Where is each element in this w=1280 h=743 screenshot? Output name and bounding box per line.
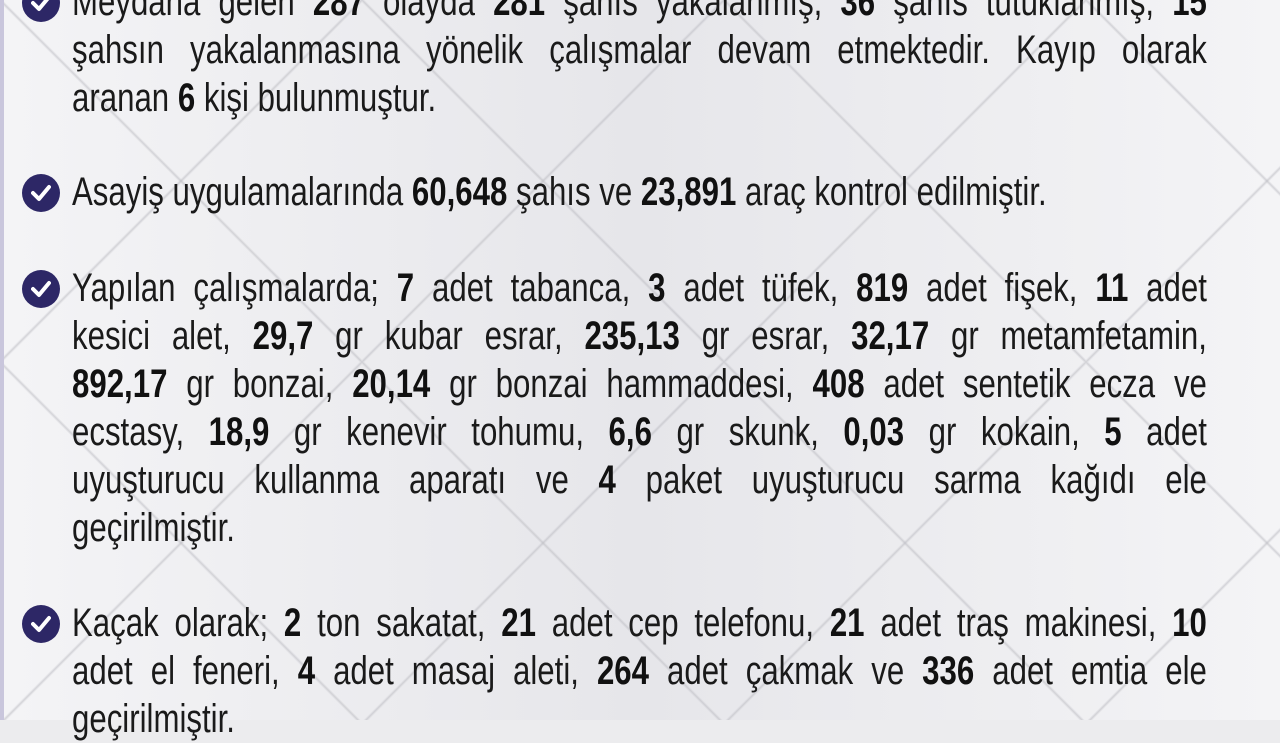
check-circle-icon [22, 174, 60, 212]
text-segment: ton sakatat, [301, 601, 502, 645]
text-segment: ecstasy, [72, 410, 209, 454]
highlighted-number: 18,9 [208, 410, 270, 454]
text-line: Yapılan çalışmalarda; 7 adet tabanca, 3 … [72, 264, 1207, 312]
highlighted-number: 60,648 [411, 170, 508, 214]
text-segment: şahıs yakalanmış, [545, 0, 841, 24]
highlighted-number: 336 [922, 649, 975, 693]
text-segment: gr kokain, [904, 410, 1105, 454]
text-segment: gr kenevir tohumu, [269, 410, 609, 454]
highlighted-number: 11 [1095, 266, 1129, 310]
text-segment: adet fişek, [908, 266, 1096, 310]
text-segment: adet tabanca, [414, 266, 649, 310]
text-segment: gr skunk, [651, 410, 844, 454]
text-segment: geçirilmiştir. [72, 697, 235, 741]
highlighted-number: 15 [1172, 0, 1207, 24]
text-segment: araç kontrol edilmiştir. [736, 170, 1047, 214]
check-circle-icon [22, 270, 60, 308]
highlighted-number: 819 [856, 266, 909, 310]
check-circle-icon [22, 605, 60, 643]
text-line: Kaçak olarak; 2 ton sakatat, 21 adet cep… [72, 599, 1207, 647]
highlighted-number: 287 [312, 0, 365, 24]
text-segment: adet traş makinesi, [864, 601, 1173, 645]
highlighted-number: 3 [648, 266, 666, 310]
text-segment: aranan [72, 76, 178, 120]
text-line: ecstasy, 18,9 gr kenevir tohumu, 6,6 gr … [72, 408, 1207, 456]
text-segment: adet emtia ele [974, 649, 1207, 693]
highlighted-number: 281 [493, 0, 546, 24]
text-segment: gr bonzai, [167, 362, 353, 406]
text-segment: adet sentetik ecza ve [864, 362, 1207, 406]
text-line: uyuşturucu kullanma aparatı ve 4 paket u… [72, 456, 1207, 504]
text-line: geçirilmiştir. [72, 695, 1207, 743]
text-segment: adet cep telefonu, [535, 601, 830, 645]
highlighted-number: 7 [396, 266, 415, 310]
text-segment: gr bonzai hammaddesi, [430, 362, 813, 406]
text-segment: kişi bulunmuştur. [195, 76, 437, 120]
highlighted-number: 4 [297, 649, 316, 693]
text-segment: adet çakmak ve [649, 649, 923, 693]
highlighted-number: 23,891 [640, 170, 737, 214]
highlighted-number: 0,03 [843, 410, 905, 454]
highlighted-number: 264 [596, 649, 650, 693]
text-segment: gr metamfetamin, [929, 314, 1207, 358]
text-line: aranan 6 kişi bulunmuştur. [72, 74, 1207, 122]
text-line: geçirilmiştir. [72, 504, 1207, 552]
highlighted-number: 21 [829, 601, 865, 645]
highlighted-number: 235,13 [584, 314, 680, 358]
highlighted-number: 6,6 [608, 410, 652, 454]
background-pattern [0, 0, 1280, 720]
text-segment: şahıs tutuklanmış, [875, 0, 1173, 24]
text-line: şahsın yakalanmasına yönelik çalışmalar … [72, 26, 1207, 74]
check-circle-icon [22, 0, 60, 22]
text-segment: şahsın yakalanmasına yönelik çalışmalar … [72, 28, 1207, 72]
text-segment: olayda [364, 0, 494, 24]
text-segment: Meydana gelen [72, 0, 313, 24]
highlighted-number: 4 [598, 458, 616, 502]
text-line: Meydana gelen 287 olayda 281 şahıs yakal… [72, 0, 1207, 26]
text-segment: Kaçak olarak; [72, 601, 284, 645]
highlighted-number: 2 [283, 601, 302, 645]
highlighted-number: 21 [501, 601, 536, 645]
text-segment: Asayiş uygulamalarında [72, 170, 412, 214]
text-segment: gr kubar esrar, [313, 314, 585, 358]
text-segment: geçirilmiştir. [72, 506, 235, 550]
text-line: kesici alet, 29,7 gr kubar esrar, 235,13… [72, 312, 1207, 360]
text-segment: adet masaj aleti, [315, 649, 597, 693]
left-border [0, 0, 4, 720]
text-line: Asayiş uygulamalarında 60,648 şahıs ve 2… [72, 168, 1207, 216]
text-segment: adet [1121, 410, 1207, 454]
highlighted-number: 6 [177, 76, 196, 120]
highlighted-number: 20,14 [352, 362, 431, 406]
highlighted-number: 408 [812, 362, 865, 406]
text-segment: uyuşturucu kullanma aparatı ve [72, 458, 599, 502]
text-segment: adet [1128, 266, 1207, 310]
highlighted-number: 36 [840, 0, 876, 24]
text-segment: kesici alet, [72, 314, 253, 358]
text-segment: adet el feneri, [72, 649, 298, 693]
text-segment: şahıs ve [507, 170, 641, 214]
highlighted-number: 10 [1172, 601, 1207, 645]
highlighted-number: 32,17 [851, 314, 930, 358]
highlighted-number: 5 [1104, 410, 1122, 454]
text-segment: paket uyuşturucu sarma kağıdı ele [615, 458, 1207, 502]
text-segment: adet tüfek, [665, 266, 857, 310]
highlighted-number: 892,17 [72, 362, 168, 406]
text-line: adet el feneri, 4 adet masaj aleti, 264 … [72, 647, 1207, 695]
highlighted-number: 29,7 [252, 314, 314, 358]
text-segment: Yapılan çalışmalarda; [72, 266, 397, 310]
text-line: 892,17 gr bonzai, 20,14 gr bonzai hammad… [72, 360, 1207, 408]
text-segment: gr esrar, [679, 314, 852, 358]
